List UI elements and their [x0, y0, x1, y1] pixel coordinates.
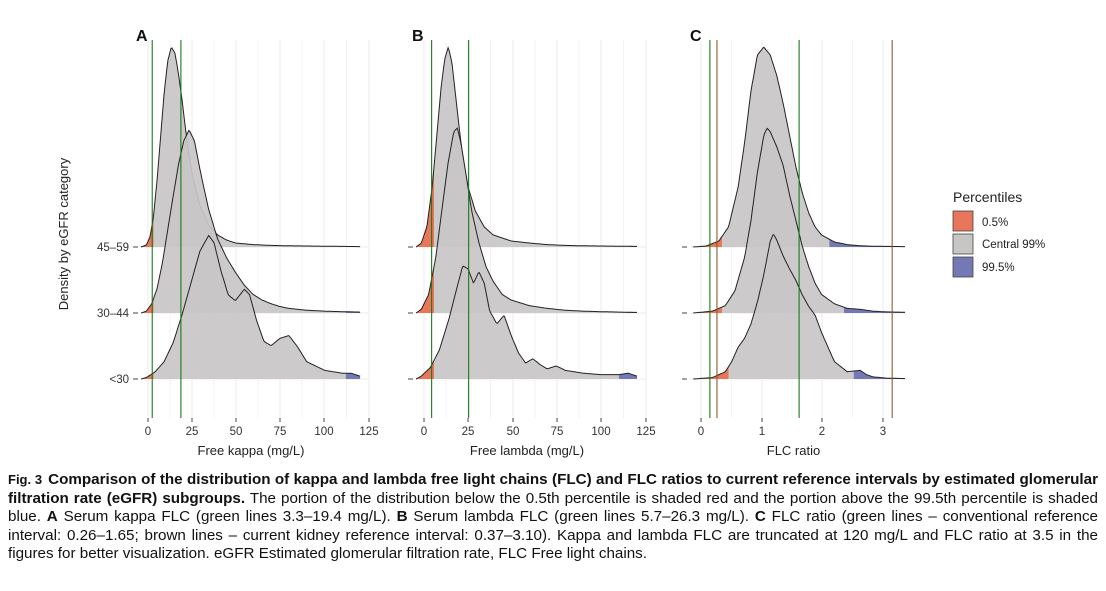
legend-item-low: 0.5% [952, 210, 1008, 232]
ridge-outline [415, 127, 637, 314]
panel-letter: C [690, 28, 702, 45]
x-tick-label: 25 [462, 426, 475, 438]
ridge-outline [140, 234, 361, 380]
ridge-low-tail [693, 366, 729, 379]
ridge-central [153, 235, 346, 379]
ridge-b-row-2 [415, 265, 638, 380]
ridge-low-tail [693, 236, 723, 247]
x-tick-label: 0 [698, 426, 704, 438]
legend-label-central: Central 99% [982, 239, 1045, 251]
caption-label-a: A [46, 508, 58, 526]
ridge-high-tail [844, 307, 905, 313]
caption-text-b: Serum lambda FLC (green lines 5.7–26.3 m… [407, 508, 755, 526]
panel-c: C 0 1 2 3 FLC ratio [682, 28, 906, 458]
x-tick-label: 50 [230, 426, 243, 438]
x-tick-label: 125 [359, 426, 378, 438]
ridge-low-tail [416, 167, 434, 247]
caption-label-b: B [396, 508, 408, 526]
y-tick-label: <30 [109, 374, 129, 386]
ridge-outline [140, 129, 361, 314]
caption-text-a: Serum kappa FLC (green lines 3.3–19.4 mg… [57, 508, 397, 526]
x-axis-label: Free kappa (mg/L) [198, 443, 305, 458]
ridge-low-tail [141, 217, 154, 247]
y-axis-label: Density by eGFR category [56, 157, 71, 310]
panel-b: B 0 25 50 75 100 125 Free lambda (mg/L) [408, 28, 656, 458]
ridge-central [434, 266, 619, 379]
x-tick-label: 3 [880, 426, 886, 438]
ridge-low-tail [141, 372, 154, 379]
figure-caption: Fig. 3 Comparison of the distribution of … [8, 471, 1098, 564]
legend-swatch-low [952, 210, 974, 232]
legend: Percentiles 0.5% Central 99% 99.5% [952, 189, 1045, 278]
caption-text-1: The portion of the distribution below th… [8, 489, 1098, 526]
ridge-central [153, 130, 346, 313]
legend-item-central: Central 99% [952, 233, 1045, 255]
ridge-high-tail [853, 370, 905, 379]
legend-swatch-central [952, 233, 974, 255]
ridge-low-tail [416, 360, 434, 379]
x-tick-label: 125 [636, 426, 655, 438]
caption-label-c: C [754, 508, 766, 526]
panel-letter: A [136, 28, 148, 45]
x-tick-label: 75 [551, 426, 564, 438]
ridge-low-tail [141, 298, 154, 313]
x-tick-label: 50 [507, 426, 520, 438]
panel-letter: B [412, 28, 424, 45]
ridge-outline [140, 47, 361, 248]
ridge-low-tail [693, 307, 723, 313]
x-axis-label: Free lambda (mg/L) [470, 443, 584, 458]
y-tick-label: 30–44 [97, 308, 130, 320]
x-tick-label: 100 [314, 426, 333, 438]
x-axis-label: FLC ratio [767, 443, 820, 458]
ridge-high-tail [345, 373, 361, 379]
ridge-b-row-1 [415, 127, 637, 314]
x-tick-label: 1 [759, 426, 765, 438]
ridge-central [722, 128, 844, 313]
legend-label-low: 0.5% [982, 217, 1008, 229]
legend-item-high: 99.5% [952, 256, 1015, 278]
x-tick-label: 100 [591, 426, 610, 438]
legend-title: Percentiles [953, 189, 1022, 205]
x-tick-label: 25 [186, 426, 199, 438]
caption-title: Comparison of the distribution of kappa … [8, 471, 1098, 507]
x-tick-label: 2 [819, 426, 825, 438]
x-tick-label: 0 [421, 426, 427, 438]
panel-a: A 0 25 50 75 100 125 Free kappa (mg/L) 45–59 30–4… [97, 28, 379, 458]
ridge-central [434, 128, 627, 313]
x-tick-label: 75 [274, 426, 287, 438]
ridge-outline [415, 265, 638, 380]
x-tick-label: 0 [145, 426, 151, 438]
ridge-low-tail [416, 266, 434, 313]
legend-label-high: 99.5% [982, 262, 1015, 274]
caption-fig-label: Fig. 3 [8, 472, 43, 487]
legend-swatch-high [952, 256, 974, 278]
y-tick-label: 45–59 [97, 242, 129, 254]
ridge-central [728, 234, 854, 379]
caption-text-c: FLC ratio (green lines – conventional re… [8, 508, 1098, 563]
ridge-a-row-2 [140, 234, 361, 380]
ridge-outline [415, 46, 637, 248]
